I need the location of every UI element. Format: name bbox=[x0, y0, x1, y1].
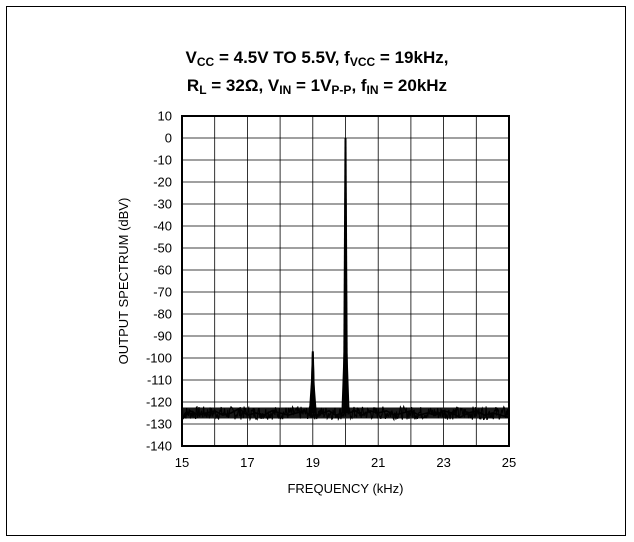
x-axis-label: FREQUENCY (kHz) bbox=[287, 481, 403, 496]
spectral-peak bbox=[343, 138, 348, 413]
noise-trace bbox=[181, 404, 510, 422]
x-tick-label: 25 bbox=[502, 455, 516, 470]
x-tick-label: 23 bbox=[436, 455, 450, 470]
y-tick-label: -130 bbox=[146, 417, 172, 432]
title-part: = 20kHz bbox=[378, 76, 448, 95]
y-tick-label: -40 bbox=[153, 219, 172, 234]
x-tick-label: 19 bbox=[306, 455, 320, 470]
title-part: V bbox=[185, 48, 197, 67]
y-tick-label: -110 bbox=[147, 373, 172, 388]
y-tick-label: -20 bbox=[153, 175, 172, 190]
plot-border bbox=[181, 115, 510, 447]
y-axis-label: OUTPUT SPECTRUM (dBV) bbox=[116, 198, 131, 365]
y-tick-label: 0 bbox=[165, 131, 172, 146]
title-part: = 4.5V TO 5.5V, f bbox=[214, 48, 350, 67]
title-subscript: L bbox=[199, 83, 207, 97]
title-part: , f bbox=[351, 76, 367, 95]
title-line-2: RL = 32Ω, VIN = 1VP-P, fIN = 20kHz bbox=[0, 74, 634, 102]
chart-frame bbox=[6, 6, 626, 536]
title-part: = 1V bbox=[291, 76, 332, 95]
y-tick-label: -80 bbox=[153, 307, 172, 322]
title-part: = 19kHz, bbox=[375, 48, 449, 67]
title-subscript: P-P bbox=[331, 83, 352, 97]
x-tick-label: 15 bbox=[175, 455, 189, 470]
y-tick-label: -140 bbox=[146, 439, 172, 454]
title-subscript: CC bbox=[196, 55, 215, 69]
y-tick-label: -30 bbox=[153, 197, 172, 212]
y-tick-label: -90 bbox=[153, 329, 172, 344]
spectral-peak bbox=[310, 351, 316, 413]
title-part: R bbox=[186, 76, 200, 95]
y-tick-label: -50 bbox=[153, 241, 172, 256]
y-tick-label: -70 bbox=[153, 285, 172, 300]
x-tick-label: 21 bbox=[371, 455, 385, 470]
title-line-1: VCC = 4.5V TO 5.5V, fVCC = 19kHz, bbox=[0, 46, 634, 74]
title-subscript: IN bbox=[366, 83, 379, 97]
y-tick-label: -60 bbox=[153, 263, 172, 278]
y-tick-label: -100 bbox=[146, 351, 172, 366]
chart-title: VCC = 4.5V TO 5.5V, fVCC = 19kHz, RL = 3… bbox=[0, 46, 634, 102]
title-part: = 32Ω, V bbox=[206, 76, 280, 95]
title-subscript: IN bbox=[279, 83, 292, 97]
x-tick-label: 17 bbox=[240, 455, 254, 470]
title-subscript: VCC bbox=[349, 55, 376, 69]
y-tick-label: -10 bbox=[153, 153, 172, 168]
y-tick-label: -120 bbox=[146, 395, 172, 410]
y-tick-label: 10 bbox=[158, 109, 172, 124]
series-line bbox=[181, 137, 510, 421]
